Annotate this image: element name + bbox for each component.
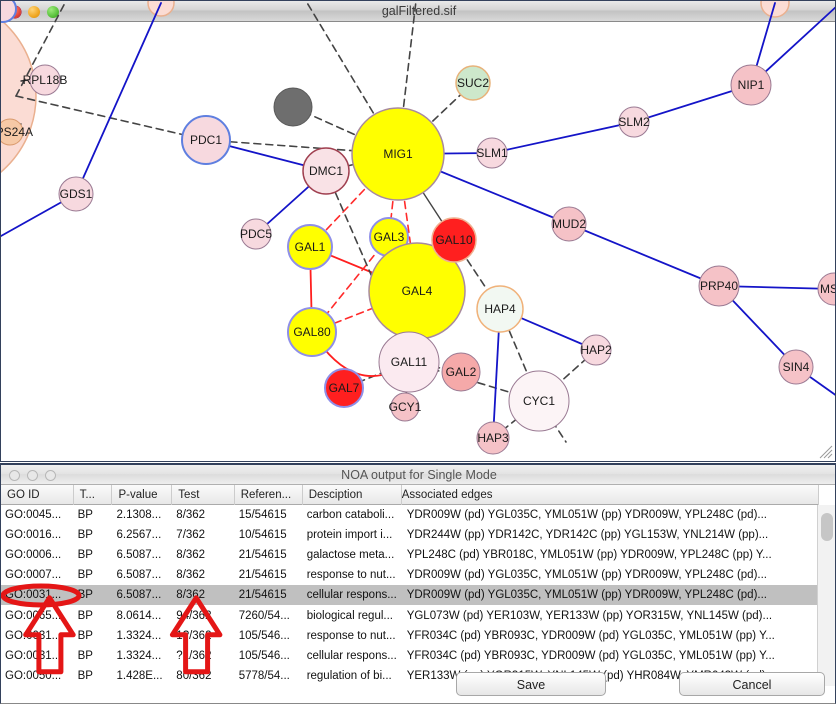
svg-text:RPL18B: RPL18B — [23, 73, 68, 87]
svg-text:DMC1: DMC1 — [309, 164, 343, 178]
svg-text:GAL11: GAL11 — [391, 355, 428, 369]
svg-text:HAP4: HAP4 — [484, 302, 516, 316]
svg-text:MS...: MS... — [820, 282, 836, 296]
svg-text:GAL3: GAL3 — [374, 230, 405, 244]
svg-text:CYC1: CYC1 — [523, 394, 555, 408]
svg-text:RPS24A: RPS24A — [1, 125, 33, 139]
svg-text:NIP1: NIP1 — [738, 78, 765, 92]
svg-text:GDS1: GDS1 — [60, 187, 93, 201]
svg-text:SUC2: SUC2 — [457, 76, 489, 90]
svg-text:GCY1: GCY1 — [389, 400, 422, 414]
svg-text:GAL80: GAL80 — [293, 325, 331, 339]
svg-text:GAL2: GAL2 — [446, 365, 477, 379]
svg-text:GAL7: GAL7 — [329, 381, 360, 395]
svg-text:SLM2: SLM2 — [618, 115, 650, 129]
svg-text:GAL1: GAL1 — [295, 240, 326, 254]
svg-text:GAL4: GAL4 — [402, 284, 433, 298]
svg-text:PDC5: PDC5 — [240, 227, 272, 241]
svg-text:PRP40: PRP40 — [700, 279, 738, 293]
svg-text:PDC1: PDC1 — [190, 133, 222, 147]
svg-text:HAP2: HAP2 — [580, 343, 612, 357]
svg-text:GAL10: GAL10 — [435, 233, 473, 247]
svg-text:SLM1: SLM1 — [476, 146, 508, 160]
svg-text:MUD2: MUD2 — [552, 217, 586, 231]
svg-text:HAP3: HAP3 — [477, 431, 509, 445]
svg-text:SIN4: SIN4 — [783, 360, 810, 374]
svg-text:MIG1: MIG1 — [383, 147, 413, 161]
